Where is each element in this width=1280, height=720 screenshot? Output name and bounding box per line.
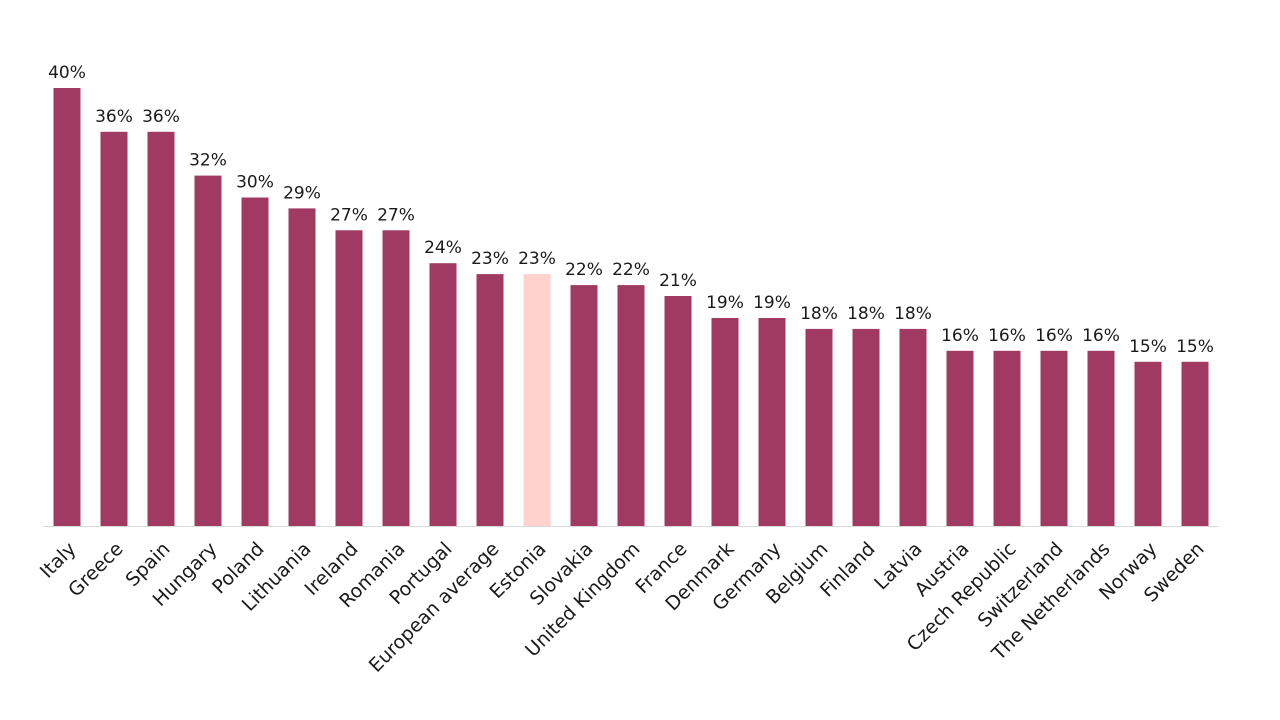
bar-germany [758, 318, 786, 526]
value-label-the-netherlands: 16% [1082, 326, 1120, 346]
category-labels-layer: ItalyGreeceSpainHungaryPolandLithuaniaIr… [36, 538, 1209, 677]
value-label-norway: 15% [1129, 337, 1167, 357]
bar-united-kingdom [617, 285, 645, 526]
value-label-italy: 40% [48, 63, 86, 83]
bar-belgium [805, 328, 833, 526]
bar-portugal [429, 263, 457, 526]
value-label-germany: 19% [753, 293, 791, 313]
value-label-ireland: 27% [330, 205, 368, 225]
value-label-latvia: 18% [894, 304, 932, 324]
value-label-austria: 16% [941, 326, 979, 346]
value-label-european-average: 23% [471, 249, 509, 269]
bars-layer [53, 88, 1209, 527]
bar-greece [100, 131, 128, 527]
bar-denmark [711, 318, 739, 526]
value-labels-layer: 40% 36% 36% 32% 30% 29% 27% 27% 24% 23% 23% 22% 22% 2… [48, 63, 1214, 357]
bar-latvia [899, 328, 927, 526]
value-label-poland: 30% [236, 173, 274, 193]
value-label-switzerland: 16% [1035, 326, 1073, 346]
bar-romania [382, 230, 410, 527]
bar-finland [852, 328, 880, 526]
bar-ireland [335, 230, 363, 527]
bar-lithuania [288, 208, 316, 526]
value-label-lithuania: 29% [283, 183, 321, 203]
bar-the-netherlands [1087, 350, 1115, 526]
value-label-estonia: 23% [518, 249, 556, 269]
bar-estonia [523, 274, 551, 526]
value-label-france: 21% [659, 271, 697, 291]
value-label-portugal: 24% [424, 238, 462, 258]
value-label-sweden: 15% [1176, 337, 1214, 357]
value-label-romania: 27% [377, 205, 415, 225]
bar-hungary [194, 175, 222, 526]
value-label-denmark: 19% [706, 293, 744, 313]
bar-slovakia [570, 285, 598, 526]
bar-spain [147, 131, 175, 527]
value-label-slovakia: 22% [565, 260, 603, 280]
bar-norway [1134, 361, 1162, 527]
value-label-czech-republic: 16% [988, 326, 1026, 346]
value-label-greece: 36% [95, 107, 133, 127]
bar-czech-republic [993, 350, 1021, 526]
bar-poland [241, 197, 269, 526]
bar-switzerland [1040, 350, 1068, 526]
value-label-belgium: 18% [800, 304, 838, 324]
bar-austria [946, 350, 974, 526]
bar-european-average [476, 274, 504, 526]
value-label-united-kingdom: 22% [612, 260, 650, 280]
bar-france [664, 296, 692, 526]
value-label-hungary: 32% [189, 151, 227, 171]
bar-italy [53, 88, 81, 526]
bar-sweden [1181, 361, 1209, 527]
value-label-spain: 36% [142, 107, 180, 127]
value-label-finland: 18% [847, 304, 885, 324]
